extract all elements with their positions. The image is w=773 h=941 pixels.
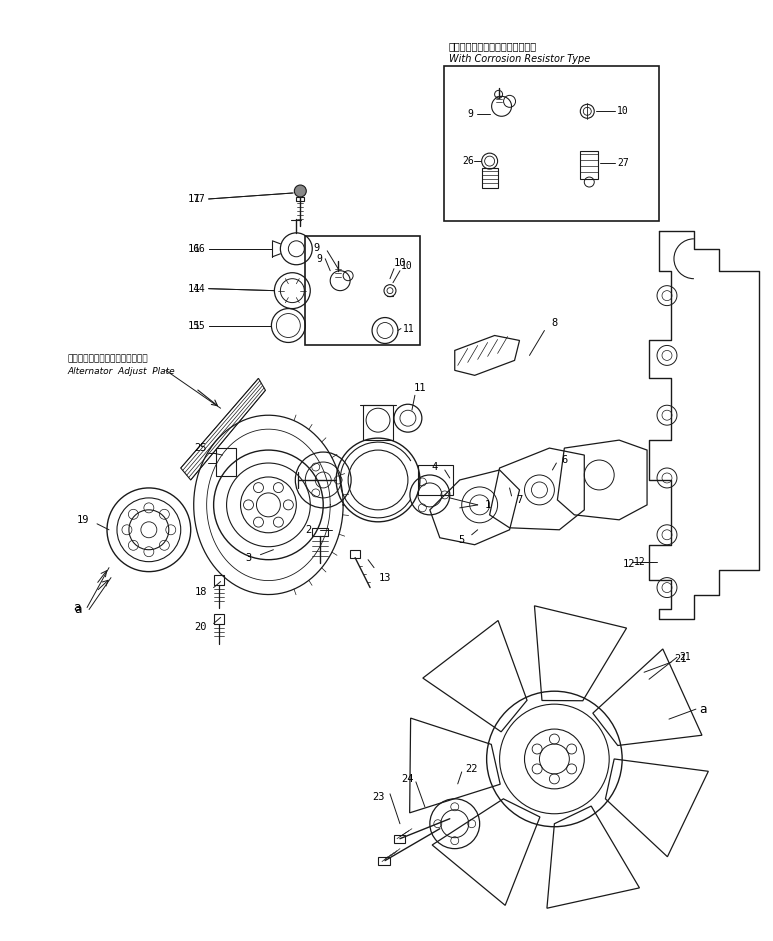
Text: 9: 9 — [468, 109, 474, 120]
Text: 16: 16 — [194, 244, 206, 254]
Bar — [444, 67, 659, 221]
Text: 2: 2 — [305, 525, 312, 534]
Text: Alternator  Adjust  Plate: Alternator Adjust Plate — [67, 367, 175, 375]
Text: 23: 23 — [372, 791, 384, 802]
Text: 27: 27 — [617, 158, 629, 168]
Bar — [418, 465, 453, 495]
Text: オルタネータアジャストプレート: オルタネータアジャストプレート — [67, 354, 148, 363]
Text: 20: 20 — [195, 622, 207, 632]
Text: 10: 10 — [393, 258, 406, 268]
Bar — [213, 575, 223, 584]
Text: 11: 11 — [414, 383, 426, 393]
Bar — [581, 152, 598, 179]
Bar — [482, 168, 498, 188]
Text: 8: 8 — [551, 317, 557, 327]
Bar — [378, 856, 390, 865]
Text: 4: 4 — [431, 462, 438, 472]
Text: 12: 12 — [623, 559, 635, 568]
Text: 21: 21 — [675, 654, 687, 664]
Circle shape — [295, 185, 306, 197]
Text: 9: 9 — [313, 243, 319, 253]
Text: 12: 12 — [634, 557, 646, 566]
Text: a: a — [74, 603, 82, 616]
Text: 21: 21 — [679, 652, 691, 662]
Bar — [312, 528, 329, 535]
Text: 26: 26 — [463, 156, 475, 167]
Text: 19: 19 — [77, 515, 90, 525]
Text: 22: 22 — [465, 764, 478, 774]
Bar — [363, 406, 393, 440]
Text: 10: 10 — [401, 261, 413, 271]
Text: 10: 10 — [617, 106, 629, 117]
Bar — [305, 236, 420, 345]
Bar — [216, 448, 236, 476]
Text: a: a — [699, 703, 707, 716]
Text: With Corrosion Resistor Type: With Corrosion Resistor Type — [449, 55, 590, 65]
Text: コロージョンレジスタ付きタイプ: コロージョンレジスタ付きタイプ — [449, 41, 537, 52]
Text: 3: 3 — [245, 552, 252, 563]
Text: 15: 15 — [187, 321, 200, 330]
Text: 17: 17 — [187, 194, 200, 204]
Text: 6: 6 — [561, 455, 567, 465]
Text: 17: 17 — [194, 194, 206, 204]
Bar — [213, 614, 223, 625]
Text: 25: 25 — [195, 443, 207, 453]
Bar — [296, 197, 305, 201]
Bar — [394, 835, 405, 842]
Text: 5: 5 — [458, 534, 465, 545]
Text: 16: 16 — [187, 244, 200, 254]
Text: 14: 14 — [187, 283, 200, 294]
Text: 15: 15 — [194, 321, 206, 330]
Text: 14: 14 — [194, 283, 206, 294]
Text: 11: 11 — [403, 324, 414, 333]
Text: 24: 24 — [402, 774, 414, 784]
Text: 13: 13 — [379, 573, 391, 582]
Text: 9: 9 — [316, 254, 322, 263]
Text: 18: 18 — [195, 586, 207, 597]
Text: 7: 7 — [516, 495, 523, 505]
Text: a: a — [73, 601, 80, 614]
Bar — [350, 550, 360, 558]
Text: 1: 1 — [485, 500, 491, 510]
